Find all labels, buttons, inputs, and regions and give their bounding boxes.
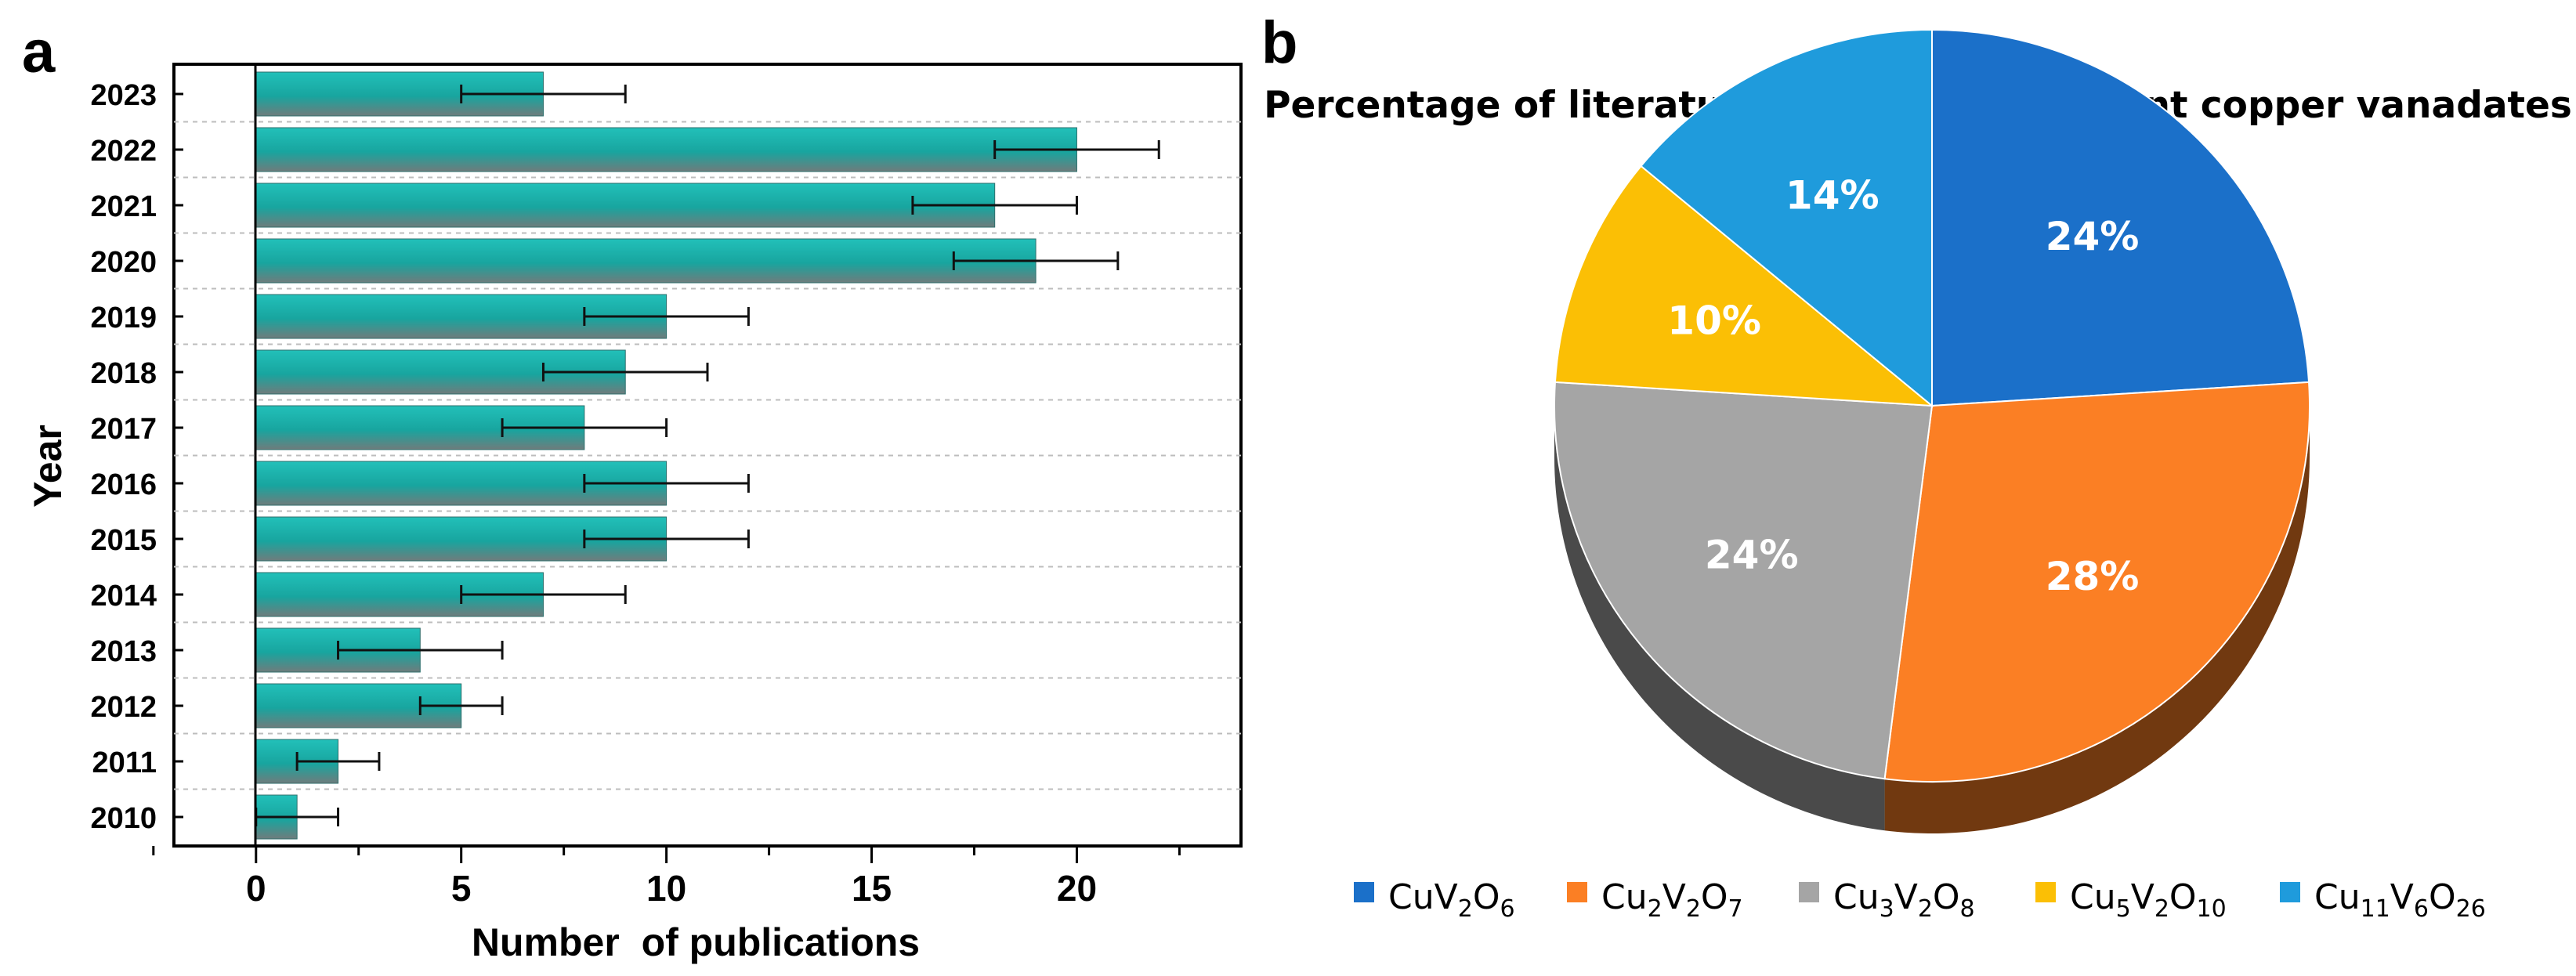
y-tick-label-2021: 2021	[90, 190, 157, 223]
legend-entry-0: CuV2O6	[1388, 877, 1515, 923]
y-tick-label-2015: 2015	[90, 524, 157, 557]
pie-label-0: 24%	[2046, 214, 2140, 259]
pie-label-3: 10%	[1667, 298, 1761, 343]
legend-swatch-0	[1354, 882, 1374, 902]
y-tick-label-2020: 2020	[90, 246, 157, 279]
error-bars	[255, 85, 1160, 826]
legend: CuV2O6 Cu2V2O7 Cu3V2O8 Cu5V2O10 Cu11V6O26	[1354, 877, 2486, 923]
legend-entry-1: Cu2V2O7	[1601, 877, 1743, 923]
pie-labels: 24% 28% 24% 10% 14%	[1667, 173, 2139, 599]
y-tick-label-2017: 2017	[90, 413, 157, 446]
x-ticks: 0 5 10 15 20	[152, 846, 1181, 909]
pie-side	[1884, 406, 2310, 834]
y-tick-label-2018: 2018	[90, 357, 157, 390]
panel-b-label: b	[1261, 9, 1297, 76]
bars	[255, 71, 1077, 840]
y-tick-label-2014: 2014	[90, 580, 157, 613]
panel-a-label: a	[22, 19, 56, 85]
pie-slice-4	[1640, 28, 1933, 408]
bar-2022	[255, 127, 1077, 172]
x-tick-label: 0	[246, 868, 266, 909]
bar-2021	[255, 183, 996, 228]
pie-label-2: 24%	[1705, 533, 1799, 578]
y-tick-label-2022: 2022	[90, 135, 157, 168]
y-tick-label-2010: 2010	[90, 802, 157, 835]
bar-2020	[255, 238, 1037, 284]
legend-swatch-1	[1567, 882, 1587, 902]
legend-swatch-2	[1799, 882, 1819, 902]
panel-a: a 20232022202120202019201820172016201520…	[22, 19, 1243, 964]
pie-label-4: 14%	[1785, 173, 1880, 219]
x-tick-label: 10	[646, 868, 686, 909]
pie-slice-3	[1554, 164, 1935, 407]
y-tick-label-2023: 2023	[90, 79, 157, 112]
legend-swatch-4	[2280, 882, 2300, 902]
legend-entry-2: Cu3V2O8	[1833, 877, 1975, 923]
x-tick-label: 20	[1057, 868, 1097, 909]
pie-slice-0	[1931, 28, 2310, 407]
y-tick-label-2013: 2013	[90, 635, 157, 668]
x-tick-label: 15	[852, 868, 892, 909]
legend-entry-3: Cu5V2O10	[2070, 877, 2227, 923]
y-tick-labels: 2023 2022 2021 2020 2019 2018 2017 2016 2015 2014…	[90, 79, 183, 835]
pie-slices	[1554, 28, 2310, 783]
y-tick-label-2019: 2019	[90, 302, 157, 334]
y-tick-label-2012: 2012	[90, 691, 157, 724]
y-tick-label-2011: 2011	[92, 746, 157, 779]
y-axis-label: Year	[26, 425, 70, 508]
pie-slice-2	[1554, 381, 1934, 780]
legend-entry-4: Cu11V6O26	[2314, 877, 2486, 923]
x-axis-label: Number of publications	[472, 920, 920, 964]
pie-label-1: 28%	[2046, 554, 2140, 599]
legend-swatch-3	[2035, 882, 2056, 902]
panel-b: b Percentage of literature studies on di…	[1261, 9, 2572, 923]
pie-3d-side	[1554, 406, 2310, 834]
pie-slice-1	[1883, 381, 2310, 783]
x-tick-label: 5	[451, 868, 472, 909]
pie-side	[1554, 406, 1885, 831]
y-tick-label-2016: 2016	[90, 468, 157, 501]
